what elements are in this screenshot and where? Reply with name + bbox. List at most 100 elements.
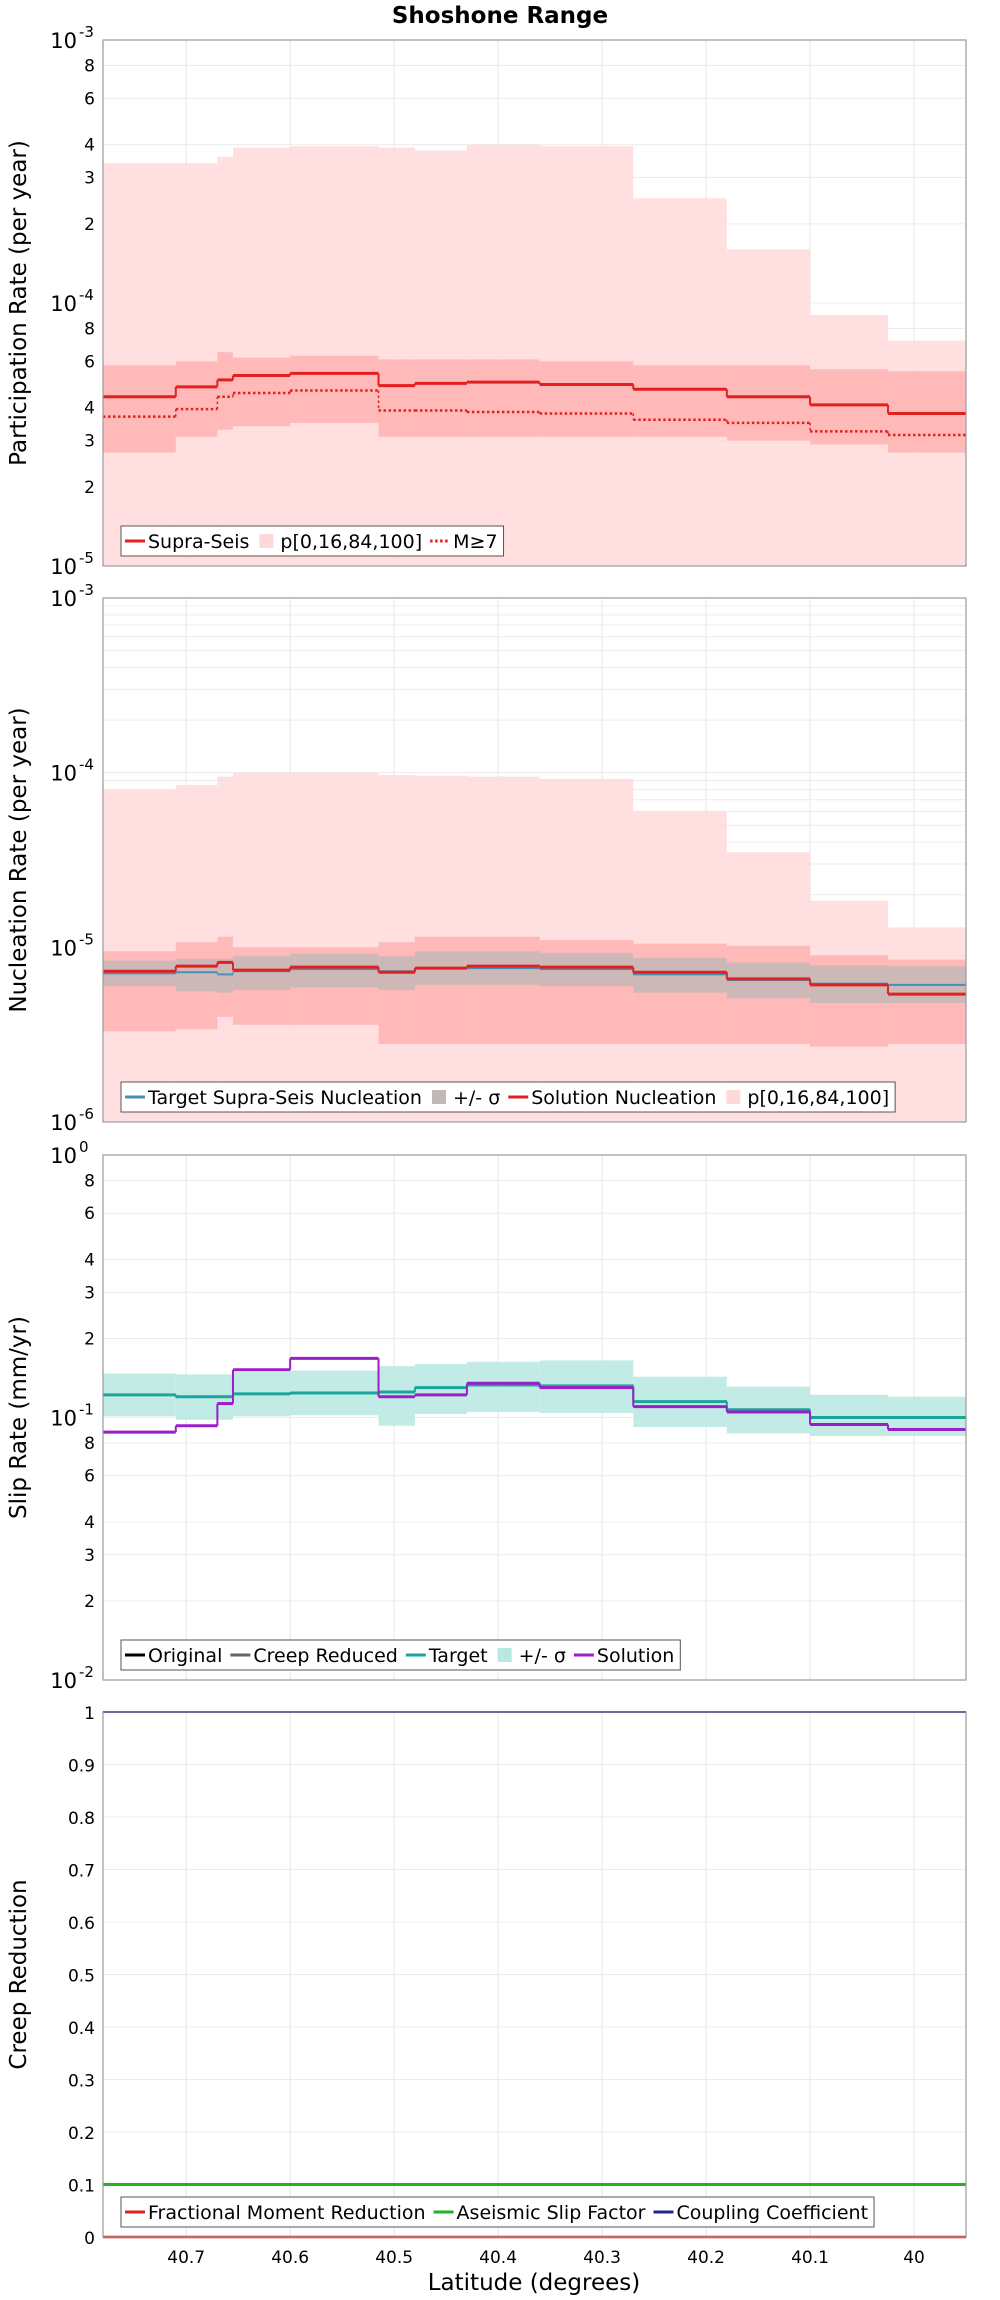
legend-frame: [120, 1081, 896, 1113]
y-tick-label: 10: [50, 1669, 77, 1693]
band-segment: [810, 369, 889, 445]
chart-title: Shoshone Range: [392, 3, 608, 29]
y-minor-tick-label: 6: [84, 1204, 95, 1224]
y-tick-label: 0.9: [68, 1757, 95, 1777]
y-minor-tick-label: 8: [84, 1171, 95, 1191]
y-tick-exponent: -3: [79, 23, 94, 41]
band-segment: [466, 144, 540, 567]
y-minor-tick-label: 8: [84, 1434, 95, 1454]
legend-label: +/- σ: [519, 1645, 566, 1667]
legend-item: Target: [405, 1645, 488, 1667]
legend-label: p[0,16,84,100]: [747, 1087, 889, 1109]
legend-frame: [120, 525, 505, 557]
legend-swatch-box: [497, 1648, 512, 1662]
y-ticks: 10-610-510-410-3: [50, 581, 94, 1135]
y-tick-label: 10: [50, 29, 77, 53]
x-tick-label: 40.5: [375, 2248, 413, 2268]
band-p16-84: [103, 352, 966, 453]
y-minor-tick-label: 3: [84, 1546, 95, 1566]
band-segment: [103, 163, 176, 566]
y-tick-label: 1: [84, 1704, 95, 1724]
y-tick-label: 10: [50, 1407, 77, 1431]
band-segment: [232, 147, 291, 567]
legend-item: Fractional Moment Reduction: [125, 2202, 426, 2224]
plot-frame: [102, 1711, 967, 2238]
y-tick-exponent: 0: [79, 1138, 89, 1156]
plot-frame: [102, 597, 967, 1123]
y-minor-tick-label: 6: [84, 1467, 95, 1487]
band-segment: [726, 365, 811, 441]
legend-item: +/- σ: [431, 1087, 500, 1109]
y-tick-label: 10: [50, 1144, 77, 1168]
band-segment: [378, 359, 415, 437]
band-segment: [888, 371, 966, 453]
y-minor-tick-label: 6: [84, 89, 95, 109]
legend-label: Solution Nucleation: [531, 1087, 716, 1109]
legend-swatch-box: [431, 1090, 446, 1104]
series-solution-nucleation: [103, 960, 966, 996]
y-tick-label: 0: [84, 2229, 95, 2249]
y-tick-label: 10: [50, 936, 77, 960]
panel-4: 0 0.1 0.2 0.3 0.4 0.5 0.6 0.7 0.8 0.9 1 Creep Reduc…: [6, 1704, 967, 2249]
x-tick-label: 40.1: [791, 2248, 829, 2268]
band-segment: [232, 956, 291, 990]
legend-item: Aseismic Slip Factor: [433, 2202, 646, 2224]
x-ticks: 40.7 40.6 40.5 40.4 40.3 40.2 40.1 40: [167, 2248, 925, 2268]
y-tick-label: 0.1: [68, 2177, 95, 2197]
y-ticks: 0 0.1 0.2 0.3 0.4 0.5 0.6 0.7 0.8 0.9 1: [68, 1704, 95, 2249]
y-tick-exponent: -5: [79, 930, 94, 948]
band-segment: [810, 1394, 889, 1437]
y-tick-label: 0.7: [68, 1862, 95, 1882]
legend-item: Solution: [573, 1645, 674, 1667]
y-tick-label: 10: [50, 555, 77, 579]
y-tick-label: 0.3: [68, 2072, 95, 2092]
band-segment: [633, 365, 727, 437]
band-segment: [175, 361, 218, 437]
legend-label: Solution: [597, 1645, 674, 1667]
legend-label: Original: [148, 1645, 222, 1667]
legend-item: Supra-Seis: [125, 531, 249, 553]
y-tick-label: 0.6: [68, 1914, 95, 1934]
legend-label: Target: [428, 1645, 488, 1667]
series-supra-seis: [103, 371, 966, 416]
legend-label: M≥7: [453, 531, 497, 553]
band-segment: [217, 958, 233, 993]
legend-label: Target Supra-Seis Nucleation: [147, 1087, 422, 1109]
x-tick-label: 40.3: [583, 2248, 621, 2268]
legend: Original Creep Reduced Target +/- σ Solution: [120, 1639, 681, 1671]
y-minor-tick-label: 4: [84, 399, 95, 419]
legend: Fractional Moment Reduction Aseismic Slip…: [120, 2196, 875, 2228]
band-segment: [232, 357, 291, 427]
y-minor-tick-label: 6: [84, 352, 95, 372]
x-tick-label: 40.7: [167, 2248, 205, 2268]
y-tick-label: 0.2: [68, 2124, 95, 2144]
x-tick-label: 40.4: [479, 2248, 517, 2268]
y-minor-tick-label: 2: [84, 1592, 95, 1612]
legend-item: Target Supra-Seis Nucleation: [125, 1087, 422, 1109]
y-minor-tick-label: 3: [84, 169, 95, 189]
legend-label: p[0,16,84,100]: [280, 531, 422, 553]
y-axis-label: Participation Rate (per year): [6, 140, 32, 466]
y-minor-tick-label: 8: [84, 56, 95, 76]
series-target: [103, 1383, 966, 1419]
band-segment: [466, 1361, 540, 1412]
x-tick-label: 40.2: [687, 2248, 725, 2268]
y-tick-exponent: -4: [79, 286, 94, 304]
band-segment: [414, 359, 467, 437]
y-minor-tick-label: 4: [84, 1513, 95, 1533]
series-solution: [103, 1356, 966, 1434]
x-tick-label: 40.6: [271, 2248, 309, 2268]
legend: Supra-Seis p[0,16,84,100] M≥7: [120, 525, 505, 557]
legend-item: p[0,16,84,100]: [726, 1087, 889, 1109]
legend-item: Coupling Coefficient: [653, 2202, 868, 2224]
y-tick-exponent: -5: [79, 549, 94, 567]
legend-item: Solution Nucleation: [508, 1087, 716, 1109]
y-axis-label: Nucleation Rate (per year): [6, 707, 32, 1012]
band-segment: [539, 146, 634, 566]
y-axis-label: Creep Reduction: [6, 1879, 32, 2069]
